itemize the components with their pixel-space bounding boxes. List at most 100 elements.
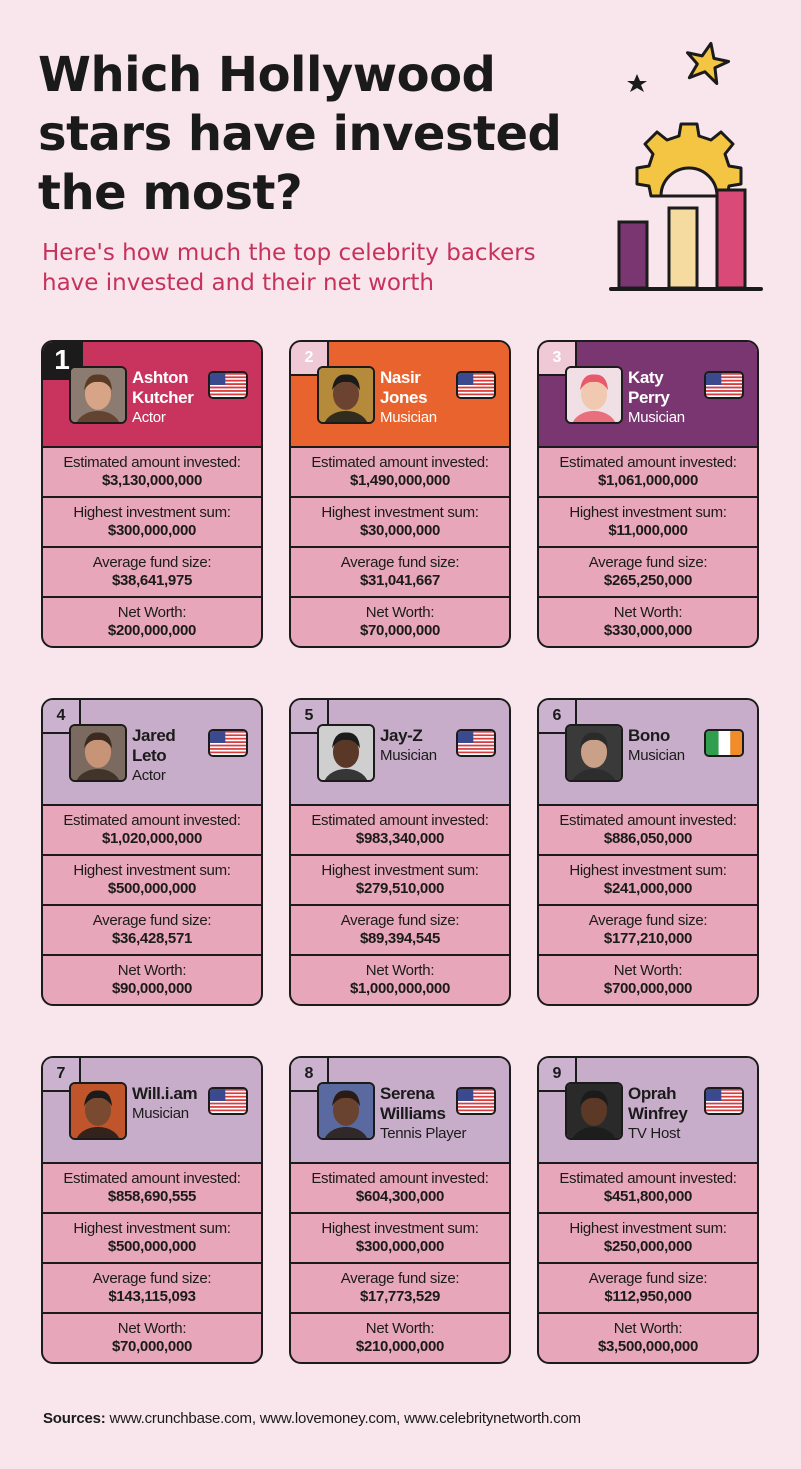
stat-label: Estimated amount invested: (311, 812, 489, 829)
stat-highest: Highest investment sum: $300,000,000 (291, 1212, 509, 1262)
celebrity-card: 9 Oprah Winfrey TV Host Estimated amount… (537, 1056, 759, 1364)
rank-badge: 4 (43, 700, 81, 734)
stat-invested: Estimated amount invested: $1,490,000,00… (291, 446, 509, 496)
stat-value: $143,115,093 (108, 1288, 196, 1305)
celebrity-role: Actor (132, 409, 166, 426)
stat-networth: Net Worth: $70,000,000 (291, 596, 509, 646)
stat-highest: Highest investment sum: $30,000,000 (291, 496, 509, 546)
celebrity-avatar (317, 724, 375, 782)
stat-networth: Net Worth: $700,000,000 (539, 954, 757, 1004)
stat-invested: Estimated amount invested: $1,061,000,00… (539, 446, 757, 496)
stat-invested: Estimated amount invested: $1,020,000,00… (43, 804, 261, 854)
stat-label: Net Worth: (365, 604, 435, 621)
stat-label: Average fund size: (588, 1270, 708, 1287)
investment-chart-gear-icon (605, 40, 765, 300)
stat-invested: Estimated amount invested: $604,300,000 (291, 1162, 509, 1212)
stat-value: $112,950,000 (604, 1288, 692, 1305)
stat-value: $90,000,000 (111, 980, 193, 997)
us-flag-icon (704, 1087, 744, 1115)
stat-value: $89,394,545 (359, 930, 441, 947)
stat-average: Average fund size: $177,210,000 (539, 904, 757, 954)
stat-highest: Highest investment sum: $11,000,000 (539, 496, 757, 546)
stat-value: $858,690,555 (107, 1188, 197, 1205)
stat-label: Average fund size: (92, 554, 212, 571)
stat-value: $31,041,667 (359, 572, 441, 589)
us-flag-icon (208, 371, 248, 399)
celebrity-card: 4 Jared Leto Actor Estimated amount inve… (41, 698, 263, 1006)
stat-value: $241,000,000 (603, 880, 693, 897)
stat-highest: Highest investment sum: $300,000,000 (43, 496, 261, 546)
stat-label: Estimated amount invested: (311, 1170, 489, 1187)
small-star-icon (627, 74, 647, 92)
stat-networth: Net Worth: $90,000,000 (43, 954, 261, 1004)
stat-label: Average fund size: (340, 1270, 460, 1287)
celebrity-name: Serena Williams (380, 1084, 446, 1123)
ireland-flag-icon (704, 729, 744, 757)
sources-text: www.crunchbase.com, www.lovemoney.com, w… (105, 1410, 581, 1427)
celebrity-card: 1 Ashton Kutcher Actor Estimated amount … (41, 340, 263, 648)
celebrity-avatar (69, 366, 127, 424)
stat-value: $17,773,529 (359, 1288, 441, 1305)
celebrity-avatar (69, 1082, 127, 1140)
stat-label: Net Worth: (365, 962, 435, 979)
stat-average: Average fund size: $89,394,545 (291, 904, 509, 954)
stat-label: Estimated amount invested: (559, 1170, 737, 1187)
stat-value: $177,210,000 (603, 930, 693, 947)
stat-label: Highest investment sum: (321, 862, 479, 879)
stat-value: $700,000,000 (603, 980, 693, 997)
card-header: 1 Ashton Kutcher Actor (43, 342, 261, 446)
rank-badge: 1 (43, 342, 83, 380)
stat-label: Estimated amount invested: (311, 454, 489, 471)
stat-label: Average fund size: (340, 912, 460, 929)
stat-label: Average fund size: (92, 1270, 212, 1287)
stat-average: Average fund size: $265,250,000 (539, 546, 757, 596)
stat-label: Estimated amount invested: (559, 812, 737, 829)
stat-value: $300,000,000 (107, 522, 197, 539)
stat-value: $30,000,000 (359, 522, 441, 539)
celebrity-name: Jay-Z (380, 726, 423, 745)
stat-networth: Net Worth: $3,500,000,000 (539, 1312, 757, 1362)
stat-value: $70,000,000 (111, 1338, 193, 1355)
card-header: 6 Bono Musician (539, 700, 757, 804)
stat-value: $983,340,000 (355, 830, 445, 847)
stat-label: Net Worth: (613, 1320, 683, 1337)
stat-value: $36,428,571 (111, 930, 193, 947)
stat-value: $1,000,000,000 (349, 980, 451, 997)
stat-value: $3,500,000,000 (597, 1338, 699, 1355)
card-header: 4 Jared Leto Actor (43, 700, 261, 804)
celebrity-role: Musician (380, 747, 437, 764)
celebrity-card: 7 Will.i.am Musician Estimated amount in… (41, 1056, 263, 1364)
stat-label: Net Worth: (117, 604, 187, 621)
stat-label: Highest investment sum: (321, 504, 479, 521)
celebrity-card: 5 Jay-Z Musician Estimated amount invest… (289, 698, 511, 1006)
us-flag-icon (456, 1087, 496, 1115)
celebrity-name: Jared Leto (132, 726, 176, 765)
stat-highest: Highest investment sum: $279,510,000 (291, 854, 509, 904)
stat-label: Average fund size: (92, 912, 212, 929)
celebrity-card: 6 Bono Musician Estimated amount investe… (537, 698, 759, 1006)
stat-highest: Highest investment sum: $500,000,000 (43, 1212, 261, 1262)
celebrity-name: Katy Perry (628, 368, 670, 407)
stat-networth: Net Worth: $70,000,000 (43, 1312, 261, 1362)
stat-networth: Net Worth: $210,000,000 (291, 1312, 509, 1362)
celebrity-role: TV Host (628, 1125, 681, 1142)
stat-value: $200,000,000 (107, 622, 197, 639)
stat-label: Highest investment sum: (569, 862, 727, 879)
stat-value: $1,020,000,000 (101, 830, 203, 847)
celebrity-avatar (565, 724, 623, 782)
us-flag-icon (456, 729, 496, 757)
stat-value: $210,000,000 (355, 1338, 445, 1355)
stat-value: $70,000,000 (359, 622, 441, 639)
stat-label: Highest investment sum: (569, 504, 727, 521)
us-flag-icon (456, 371, 496, 399)
stat-label: Highest investment sum: (73, 862, 231, 879)
card-header: 3 Katy Perry Musician (539, 342, 757, 446)
stat-value: $604,300,000 (355, 1188, 445, 1205)
stat-value: $1,490,000,000 (349, 472, 451, 489)
celebrity-role: Musician (380, 409, 437, 426)
stat-value: $265,250,000 (603, 572, 693, 589)
stat-highest: Highest investment sum: $250,000,000 (539, 1212, 757, 1262)
stat-label: Net Worth: (117, 1320, 187, 1337)
stat-label: Estimated amount invested: (63, 454, 241, 471)
stat-highest: Highest investment sum: $500,000,000 (43, 854, 261, 904)
